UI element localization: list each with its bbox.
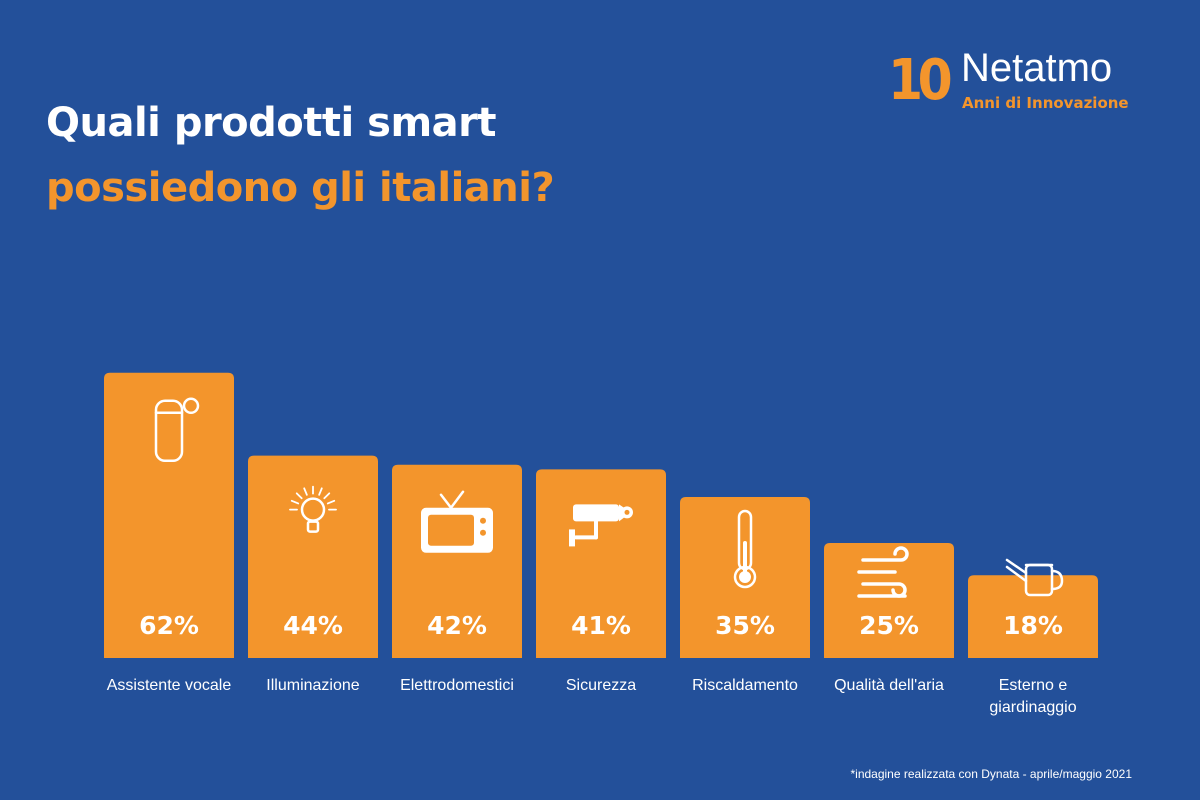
chart-title-line1: Quali prodotti smart — [46, 100, 496, 146]
bar-value-label: 42% — [427, 611, 487, 640]
footnote: *indagine realizzata con Dynata - aprile… — [850, 767, 1132, 781]
wind-icon — [857, 546, 909, 598]
bar-value-label: 44% — [283, 611, 343, 640]
category-label: Elettrodomestici — [400, 677, 514, 694]
logo-number: 10 — [888, 48, 953, 113]
bar-value-label: 41% — [571, 611, 631, 640]
bar-7 — [968, 575, 1098, 658]
bar-value-label: 25% — [859, 611, 919, 640]
category-label: Assistente vocale — [107, 677, 232, 694]
watering-can-icon — [1005, 558, 1064, 597]
category-label: giardinaggio — [989, 699, 1076, 716]
bar-2 — [248, 455, 378, 658]
logo-brand: Netatmo — [961, 46, 1113, 90]
television-icon — [421, 490, 493, 553]
logo-tagline: Anni di Innovazione — [962, 94, 1129, 112]
category-label: Riscaldamento — [692, 677, 798, 694]
category-label: Qualità dell'aria — [834, 677, 944, 694]
netatmo-logo: 10 Netatmo Anni di Innovazione — [888, 44, 1148, 120]
category-label: Esterno e — [999, 677, 1068, 694]
bar-value-label: 35% — [715, 611, 775, 640]
bar-value-label: 62% — [139, 611, 199, 640]
bar-1 — [104, 372, 234, 658]
thermometer-icon — [733, 509, 757, 589]
category-label: Illuminazione — [266, 677, 359, 694]
bar-value-label: 18% — [1003, 611, 1063, 640]
bar-4 — [536, 469, 666, 658]
security-camera-icon — [569, 504, 633, 547]
chart-title-line2: possiedono gli italiani? — [46, 165, 555, 211]
light-bulb-icon — [289, 485, 337, 533]
bar-6 — [824, 543, 954, 658]
category-label: Sicurezza — [566, 677, 636, 694]
smart-speaker-icon — [154, 397, 200, 463]
